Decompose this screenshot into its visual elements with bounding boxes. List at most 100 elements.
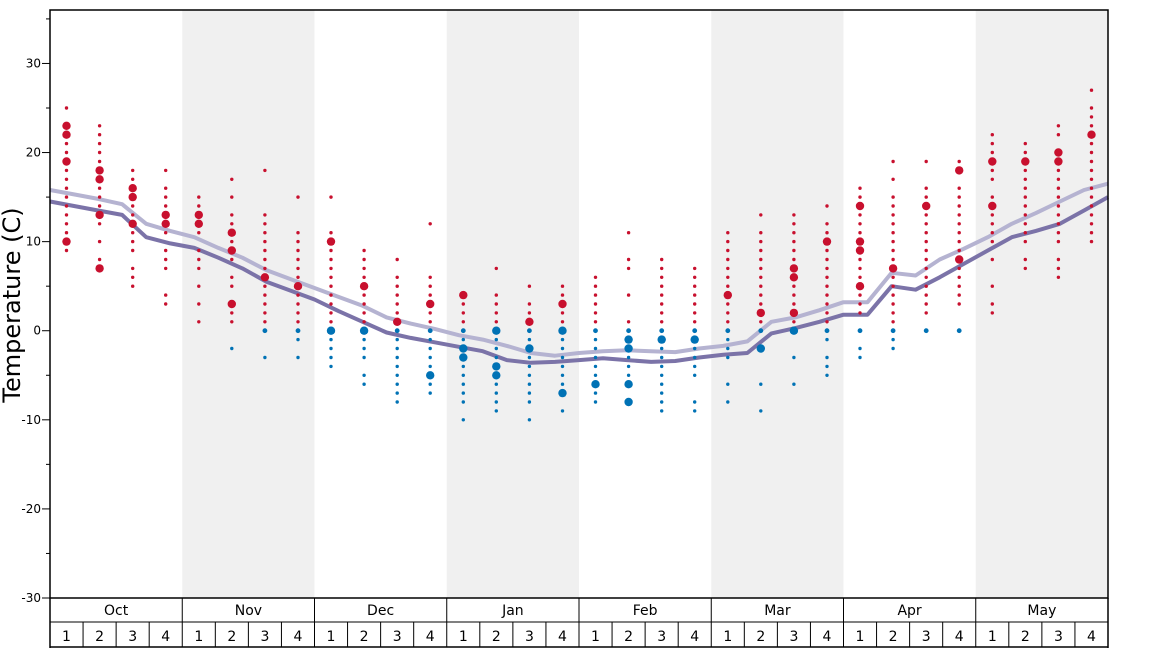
warm-point — [395, 284, 399, 288]
warm-point — [426, 299, 435, 309]
warm-point — [97, 204, 102, 208]
cold-point — [660, 382, 664, 386]
warm-point — [296, 231, 300, 235]
y-tick-label: -20 — [21, 502, 41, 516]
y-tick-label: -10 — [21, 413, 41, 427]
warm-point — [924, 222, 928, 226]
warm-point — [1089, 195, 1094, 199]
warm-point — [197, 231, 201, 235]
warm-point — [593, 275, 598, 279]
warm-point — [362, 248, 366, 253]
cold-point — [693, 355, 697, 360]
warm-point — [395, 275, 399, 279]
cold-point — [230, 346, 234, 351]
warm-point — [756, 308, 765, 318]
month-shade-jan — [446, 10, 579, 598]
cold-point — [395, 364, 399, 369]
warm-point — [64, 231, 69, 235]
cold-point — [693, 364, 697, 369]
cold-point — [593, 346, 598, 351]
warm-point — [990, 239, 994, 244]
warm-point — [494, 311, 498, 315]
cold-point — [494, 382, 498, 386]
cold-point — [527, 418, 532, 422]
warm-point — [95, 264, 104, 273]
cold-point — [560, 373, 565, 377]
warm-point — [825, 222, 829, 226]
cold-point — [494, 337, 498, 342]
week-label: 4 — [1087, 629, 1096, 645]
cold-point — [527, 355, 532, 360]
warm-point — [990, 231, 994, 235]
cold-point — [329, 355, 333, 360]
warm-point — [263, 248, 267, 253]
cold-point — [329, 346, 333, 351]
warm-point — [230, 284, 234, 288]
warm-point — [693, 293, 697, 297]
cold-point — [758, 328, 764, 334]
warm-point — [227, 246, 236, 255]
warm-point — [64, 150, 69, 155]
warm-point — [858, 195, 862, 199]
cold-point — [329, 364, 333, 369]
warm-point — [64, 213, 69, 217]
warm-point — [395, 293, 399, 297]
cold-point — [428, 391, 432, 395]
warm-point — [1023, 150, 1027, 155]
cold-point — [461, 382, 465, 386]
warm-point — [957, 275, 961, 279]
warm-point — [329, 284, 333, 288]
warm-point — [1089, 239, 1094, 244]
warm-point — [858, 293, 862, 297]
week-label: 1 — [856, 629, 865, 645]
warm-point — [626, 231, 631, 235]
warm-point — [131, 204, 135, 208]
warm-point — [759, 248, 763, 253]
warm-point — [891, 195, 895, 199]
warm-point — [759, 213, 763, 217]
warm-point — [64, 248, 69, 253]
warm-point — [626, 266, 631, 271]
cold-point — [459, 344, 468, 353]
cold-point — [789, 326, 799, 335]
warm-point — [494, 302, 498, 306]
warm-point — [296, 293, 300, 297]
cold-point — [395, 373, 399, 377]
warm-point — [1023, 195, 1027, 199]
warm-point — [1089, 159, 1094, 164]
warm-point — [197, 320, 201, 324]
warm-point — [97, 239, 102, 244]
warm-point — [957, 293, 961, 297]
warm-point — [230, 222, 234, 226]
warm-point — [64, 204, 69, 208]
warm-point — [64, 177, 69, 181]
warm-point — [957, 159, 961, 164]
warm-point — [494, 293, 498, 297]
warm-point — [260, 273, 270, 282]
cold-point — [660, 364, 664, 369]
warm-point — [230, 320, 234, 324]
warm-point — [924, 284, 928, 288]
warm-point — [1089, 177, 1094, 181]
warm-point — [296, 275, 300, 279]
month-label: Apr — [897, 603, 921, 619]
warm-point — [1056, 133, 1061, 137]
warm-point — [97, 186, 102, 190]
cold-point — [560, 364, 565, 369]
warm-point — [789, 308, 799, 318]
warm-point — [428, 284, 432, 288]
warm-point — [230, 177, 234, 181]
warm-point — [494, 320, 498, 324]
week-label: 2 — [889, 629, 898, 645]
warm-point — [957, 302, 961, 306]
warm-point — [1056, 239, 1061, 244]
warm-point — [164, 204, 168, 208]
cold-point — [560, 382, 565, 386]
warm-point — [660, 266, 664, 271]
warm-point — [789, 264, 799, 273]
cold-point — [395, 382, 399, 386]
warm-point — [64, 141, 69, 146]
warm-point — [194, 219, 203, 228]
warm-point — [792, 239, 796, 244]
